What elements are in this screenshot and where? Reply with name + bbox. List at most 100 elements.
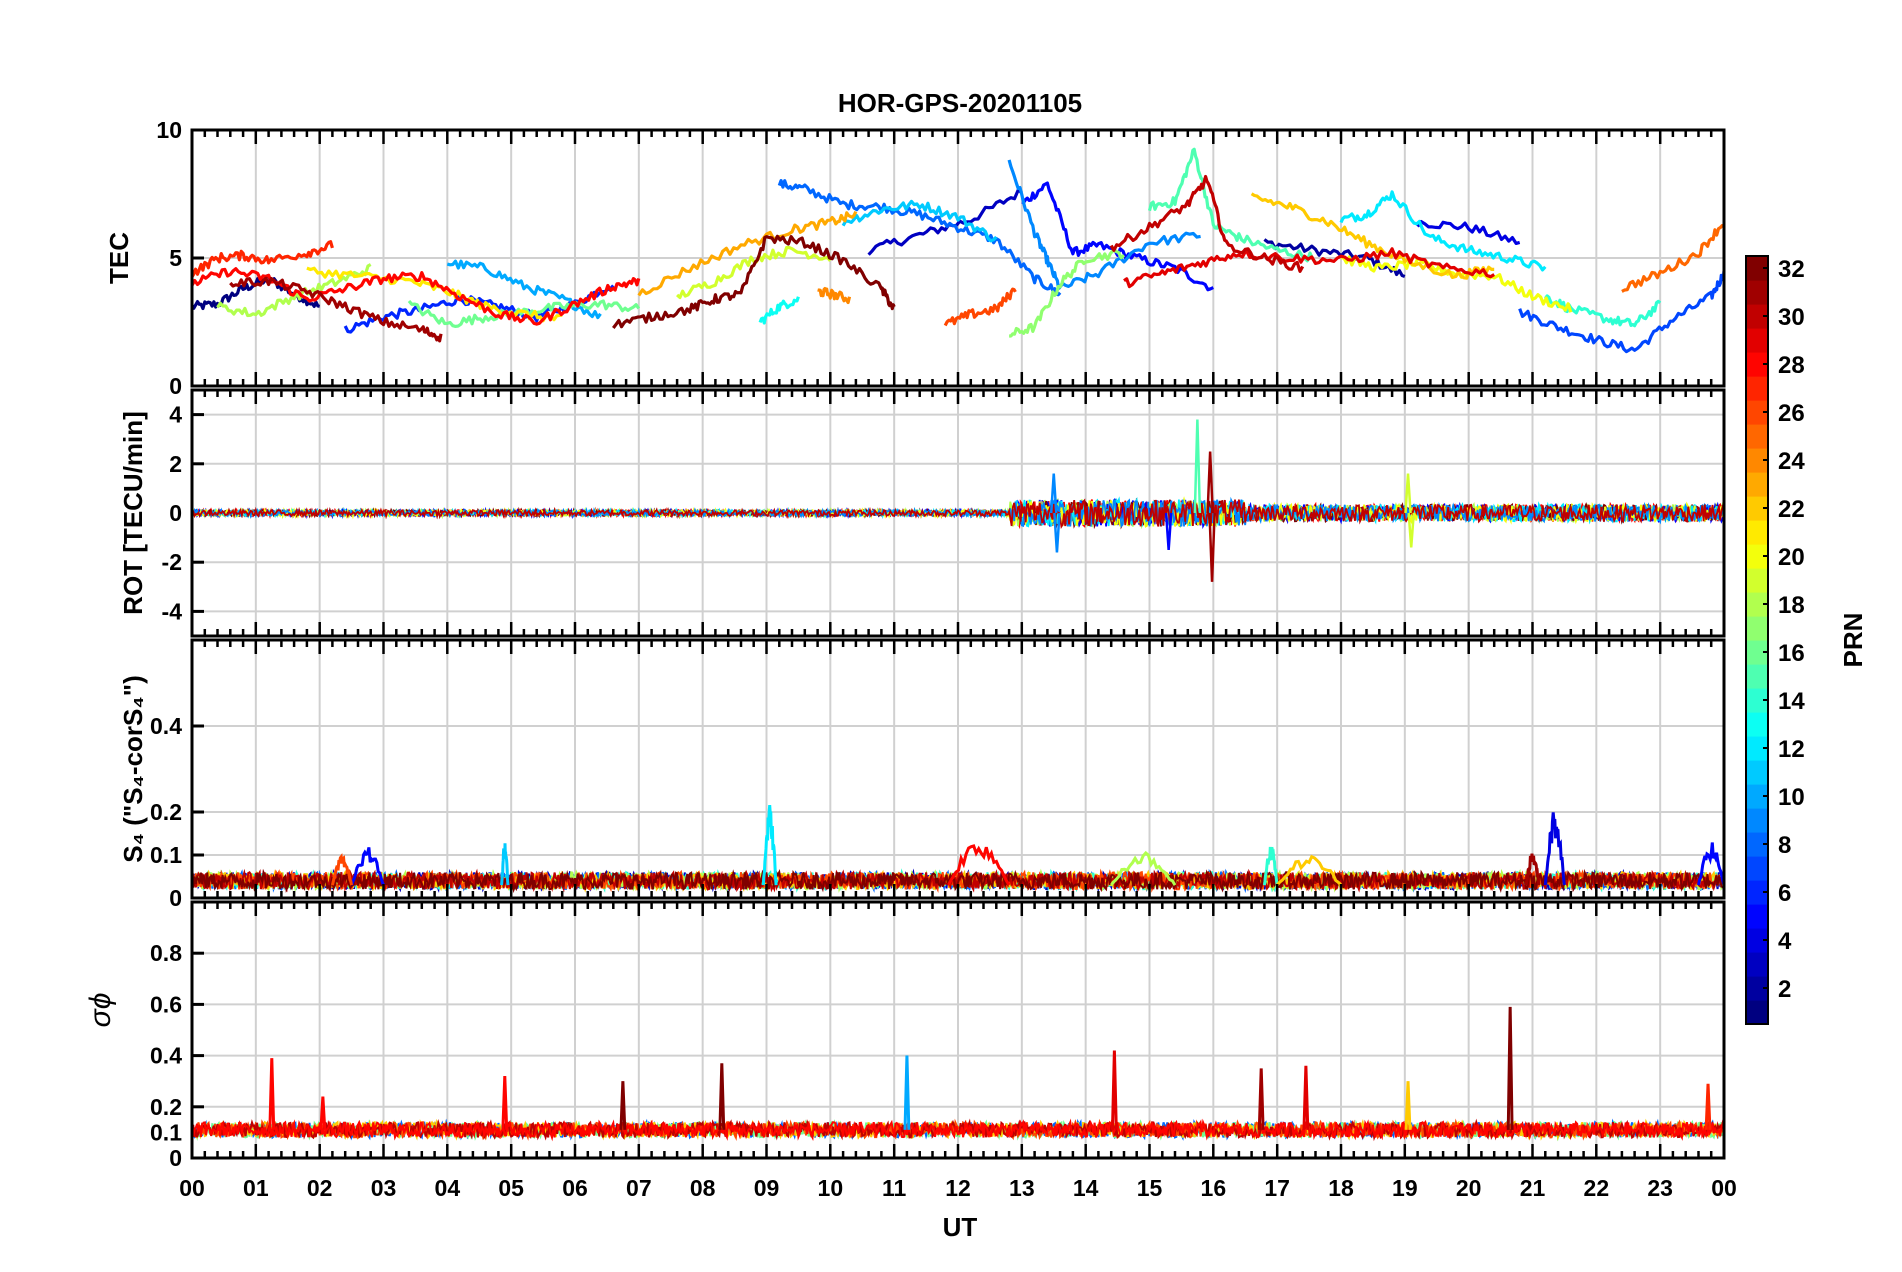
tec-series-prn-21	[306, 266, 563, 323]
colorbar-swatch-prn-9	[1746, 808, 1768, 833]
y-tick-label: -2	[162, 549, 182, 575]
tec-series-prn-13	[758, 296, 800, 325]
x-axis-label: UT	[943, 1212, 978, 1242]
colorbar-swatch-prn-22	[1746, 496, 1768, 521]
x-tick-label: 02	[307, 1175, 333, 1201]
y-tick-label: 0.1	[150, 1119, 182, 1145]
colorbar-swatch-prn-30	[1746, 304, 1768, 329]
colorbar-swatch-prn-19	[1746, 568, 1768, 593]
x-tick-label: 04	[435, 1175, 461, 1201]
colorbar-swatch-prn-7	[1746, 856, 1768, 881]
data-layer	[192, 419, 1724, 582]
chart-title: HOR-GPS-20201105	[838, 88, 1082, 118]
y-tick-label: 5	[169, 245, 182, 271]
tec-series-prn-24	[816, 287, 852, 305]
colorbar-frame	[1745, 255, 1769, 1025]
colorbar-tick-label: 24	[1778, 448, 1805, 475]
tec-series-prn-22	[1250, 192, 1495, 280]
tec-series-prn-23	[637, 210, 858, 297]
data-layer	[192, 1006, 1724, 1142]
colorbar-swatch-prn-3	[1746, 952, 1768, 977]
colorbar-swatch-prn-11	[1746, 760, 1768, 785]
x-tick-label: 15	[1137, 1175, 1163, 1201]
colorbar-swatch-prn-18	[1746, 592, 1768, 617]
colorbar-swatch-prn-24	[1746, 448, 1768, 473]
y-tick-label: 4	[169, 402, 182, 428]
sigma-spike-prn-29	[1110, 1050, 1118, 1130]
tec-series-prn-32	[612, 234, 896, 329]
colorbar-tick-label: 4	[1778, 928, 1792, 955]
colorbar-tick-label: 10	[1778, 784, 1805, 811]
y-axis-label-rot: ROT [TECU/min]	[118, 411, 148, 615]
sigma-spike-prn-32	[619, 1081, 627, 1130]
colorbar-swatch-prn-23	[1746, 472, 1768, 497]
colorbar-swatch-prn-32	[1746, 256, 1768, 281]
colorbar-tick-label: 6	[1778, 880, 1791, 907]
colorbar-swatch-prn-17	[1746, 616, 1768, 641]
sigma-background-prn-28	[192, 1118, 1724, 1142]
tec-series-prn-19	[676, 245, 832, 300]
sigma-spike-prn-28	[319, 1096, 327, 1130]
y-tick-label: 0.6	[150, 991, 182, 1017]
colorbar-tick-label: 30	[1778, 304, 1805, 331]
tec-series-prn-12	[1339, 190, 1547, 272]
colorbar-swatch-prn-5	[1746, 904, 1768, 929]
y-tick-label: 0.4	[150, 713, 182, 739]
sigma-spike-prn-32	[718, 1063, 726, 1130]
x-tick-label: 06	[562, 1175, 588, 1201]
x-tick-label: 21	[1520, 1175, 1546, 1201]
x-tick-label: 16	[1201, 1175, 1227, 1201]
data-layer	[192, 147, 1724, 354]
colorbar-swatch-prn-26	[1746, 400, 1768, 425]
x-tick-label: 13	[1009, 1175, 1035, 1201]
colorbar-swatch-prn-15	[1746, 664, 1768, 689]
sigma-spike-prn-22	[1404, 1081, 1412, 1130]
s4-event-prn-4	[1543, 812, 1566, 886]
sigma-spike-prn-28	[268, 1058, 276, 1130]
tec-series-prn-29	[1123, 247, 1496, 289]
colorbar-tick-label: 26	[1778, 400, 1805, 427]
x-tick-label: 19	[1392, 1175, 1418, 1201]
colorbar-swatch-prn-6	[1746, 880, 1768, 905]
y-tick-label: 2	[169, 451, 182, 477]
tec-series-prn-10	[446, 259, 602, 320]
x-tick-label: 20	[1456, 1175, 1482, 1201]
y-tick-label: 0.1	[150, 842, 182, 868]
rot-spike-prn-19	[1404, 473, 1412, 514]
colorbar-swatch-prn-8	[1746, 832, 1768, 857]
rot-spike-prn-15	[1193, 419, 1202, 514]
y-tick-label: 0.2	[150, 1094, 182, 1120]
x-tick-label: 22	[1584, 1175, 1610, 1201]
tec-series-prn-5	[1021, 181, 1214, 292]
x-tick-label: 03	[371, 1175, 397, 1201]
y-tick-label: 0	[169, 885, 182, 911]
tec-series-prn-3	[867, 188, 1023, 256]
x-tick-label: 00	[1711, 1175, 1737, 1201]
tec-series-prn-26	[943, 287, 1017, 327]
tec-series-prn-28	[192, 267, 641, 326]
s4-event-prn-14	[1262, 846, 1279, 886]
tec-series-prn-18	[216, 263, 372, 318]
colorbar-tick-label: 28	[1778, 352, 1805, 379]
colorbar-swatch-prn-10	[1746, 784, 1768, 809]
s4-event-prn-31	[1524, 853, 1541, 886]
x-minor-ticks	[190, 902, 1726, 1158]
panel-tec: 0 5 10 TEC	[104, 117, 1726, 399]
sigma-spike-prn-31	[1257, 1068, 1265, 1130]
s4-event-prn-5	[1697, 842, 1724, 886]
colorbar-swatch-prn-27	[1746, 376, 1768, 401]
colorbar-swatch-prn-21	[1746, 520, 1768, 545]
sigma-spike-prn-10	[903, 1055, 911, 1130]
colorbar-swatch-prn-16	[1746, 640, 1768, 665]
colorbar-tick-label: 8	[1778, 832, 1791, 859]
y-tick-label: 0	[169, 500, 182, 526]
rot-spike-prn-19	[1407, 512, 1416, 548]
x-tick-label: 11	[882, 1175, 907, 1201]
rot-spike-prn-9	[1053, 512, 1061, 553]
x-axis: 00 01 02 03 04 05 06 07 08 09 10 11 12 13 14 15 16 17 18 19…	[179, 1175, 1737, 1201]
rot-spike-prn-31	[1206, 451, 1214, 514]
tec-series-prn-16	[407, 299, 641, 328]
x-minor-ticks	[190, 640, 1726, 898]
x-tick-label: 08	[690, 1175, 716, 1201]
